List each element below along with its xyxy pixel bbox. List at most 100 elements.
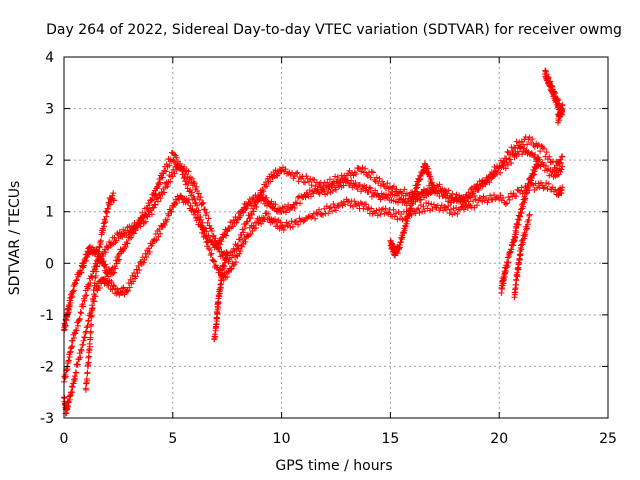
data-point — [557, 156, 564, 163]
data-point — [236, 250, 243, 257]
data-point — [462, 203, 469, 210]
data-point — [142, 218, 149, 225]
data-point — [508, 160, 515, 167]
data-point — [283, 219, 290, 226]
data-point — [135, 262, 142, 269]
data-point — [200, 199, 207, 206]
data-point — [162, 168, 169, 175]
data-point — [352, 179, 359, 186]
data-point — [415, 205, 422, 212]
data-point — [333, 207, 339, 214]
data-point — [202, 233, 209, 240]
data-point — [289, 223, 296, 230]
data-point — [171, 170, 178, 177]
data-point — [385, 210, 392, 217]
data-point — [554, 95, 561, 102]
data-point — [559, 101, 566, 108]
data-point — [512, 145, 519, 152]
data-point — [116, 256, 123, 263]
data-point — [409, 200, 416, 207]
data-point — [193, 183, 200, 190]
data-point — [88, 273, 95, 280]
data-point — [102, 249, 109, 256]
data-point — [401, 186, 408, 193]
data-point — [359, 164, 366, 171]
data-point — [391, 213, 398, 220]
data-point — [326, 176, 333, 183]
data-point — [188, 192, 195, 199]
data-point — [316, 181, 323, 188]
y-tick-label: 1 — [45, 205, 54, 221]
series-track-g — [498, 154, 542, 296]
data-point — [308, 182, 315, 189]
data-point — [520, 203, 527, 210]
data-point — [303, 173, 310, 180]
data-point — [159, 174, 166, 181]
data-point — [100, 227, 107, 234]
data-point — [143, 205, 150, 212]
data-point — [405, 212, 412, 219]
data-point — [360, 205, 367, 212]
data-point — [488, 169, 495, 176]
data-point — [445, 202, 452, 209]
series-track-b — [61, 134, 566, 385]
data-point — [515, 221, 522, 228]
data-point — [148, 197, 155, 204]
data-point — [504, 161, 511, 168]
data-point — [247, 215, 254, 222]
data-point — [321, 205, 328, 212]
data-point — [242, 238, 249, 245]
data-point — [77, 309, 84, 316]
data-point — [205, 215, 212, 222]
data-point — [383, 185, 390, 192]
data-point — [494, 171, 501, 178]
data-point — [107, 201, 114, 208]
data-point — [164, 216, 171, 223]
data-point — [86, 353, 93, 360]
plot-frame — [63, 56, 609, 419]
data-point — [289, 169, 296, 176]
data-point — [278, 167, 285, 174]
x-tick-labels: 0 5 10 15 20 25 — [60, 431, 617, 447]
data-point — [134, 270, 141, 277]
y-tick-label: -2 — [40, 359, 54, 375]
data-point — [202, 206, 209, 213]
data-point — [136, 266, 143, 273]
data-point — [240, 209, 247, 216]
data-point — [408, 205, 415, 212]
data-point — [510, 144, 517, 151]
data-point — [117, 288, 124, 295]
data-point — [70, 288, 77, 295]
data-point — [517, 250, 524, 257]
data-point — [109, 286, 116, 293]
data-point — [110, 270, 117, 277]
data-point — [461, 197, 468, 204]
data-point — [500, 194, 507, 201]
data-point — [157, 179, 164, 186]
data-point — [399, 216, 406, 223]
data-point — [394, 250, 401, 257]
data-point — [524, 141, 531, 148]
data-point — [110, 190, 117, 197]
data-point — [219, 272, 226, 279]
data-point — [81, 262, 88, 269]
y-tick-label: 3 — [45, 102, 54, 118]
data-point — [250, 208, 257, 215]
data-point — [338, 199, 345, 206]
data-point — [196, 216, 203, 223]
data-point — [334, 173, 341, 180]
data-point — [445, 187, 452, 194]
data-point — [67, 297, 74, 304]
data-point — [224, 273, 231, 280]
data-point — [153, 184, 160, 191]
data-point — [80, 303, 87, 310]
data-point — [111, 197, 118, 204]
data-point — [215, 245, 222, 252]
data-point — [128, 234, 135, 241]
data-point — [504, 263, 511, 270]
data-point — [203, 209, 210, 216]
data-point — [450, 197, 457, 204]
data-point — [83, 257, 90, 264]
data-point — [474, 181, 481, 188]
data-point — [354, 186, 361, 193]
